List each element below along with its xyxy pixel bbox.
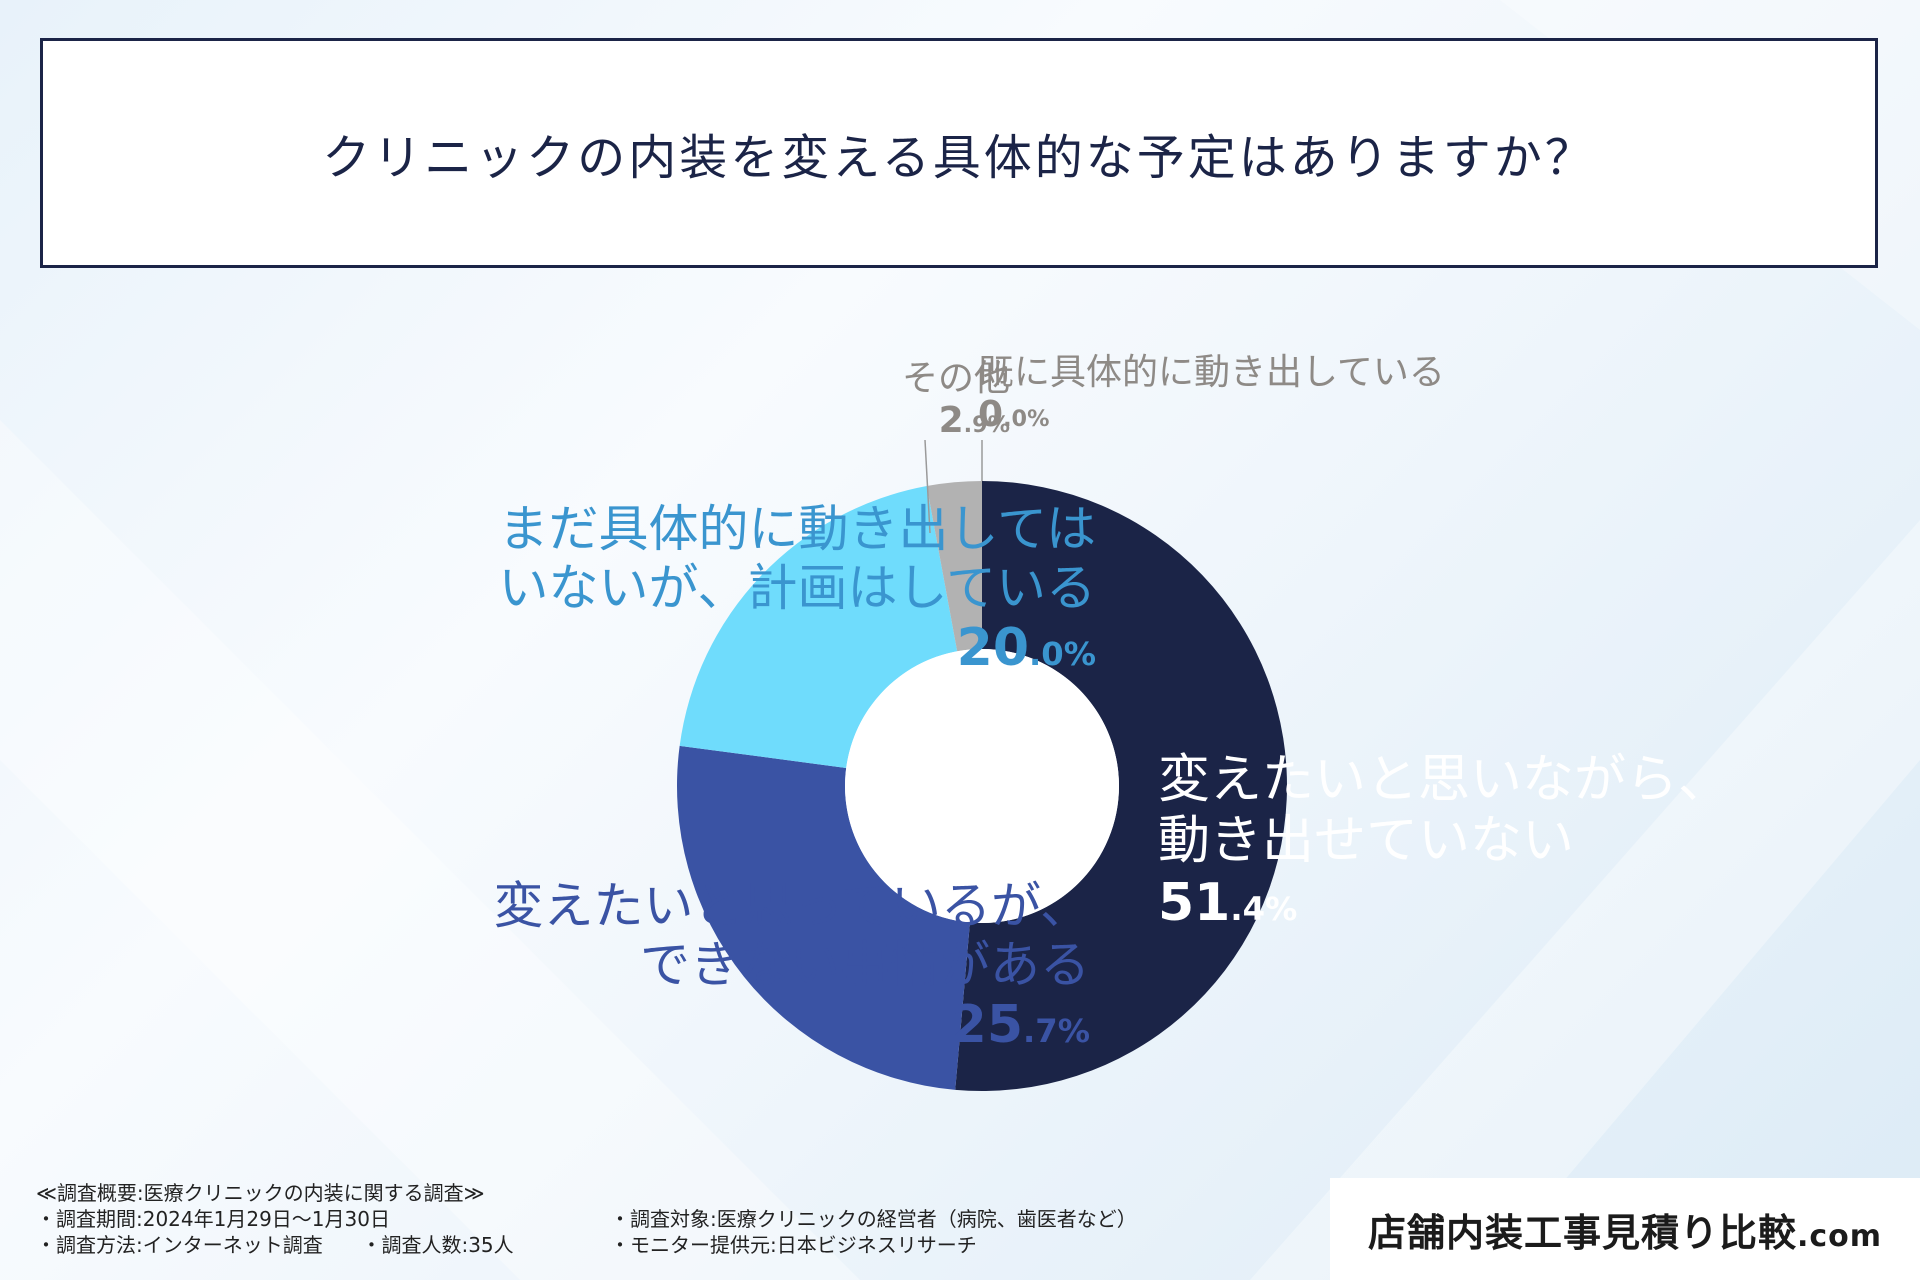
slice-percentage-decimal: .9% xyxy=(963,412,1010,439)
slice-label-text: 変えたいと思いながら、 xyxy=(1158,750,1731,810)
slice-label-3: その他 2.9% xyxy=(902,358,1010,443)
slice-label-text: まだ具体的に動き出しては xyxy=(498,500,1097,558)
footer-heading: ≪調査概要:医療クリニックの内装に関する調査≫ xyxy=(36,1181,485,1205)
brand-domain: .com xyxy=(1796,1218,1883,1254)
slice-percentage-integer: 51 xyxy=(1158,872,1231,933)
footer-period: ・調査期間:2024年1月29日～1月30日 xyxy=(36,1207,390,1231)
footer-method: ・調査方法:インターネット調査 xyxy=(36,1233,323,1257)
slice-label-text: その他 xyxy=(901,358,1010,399)
slice-percentage: 51.4% xyxy=(1158,873,1730,934)
slice-label-1: 変えたいと思っているが、 できない事情がある 25.7% xyxy=(494,877,1091,1056)
slice-label-4: 既に具体的に動き出している 0.0% xyxy=(978,352,1445,437)
donut-slice-3 xyxy=(926,481,982,652)
slice-label-text: 動き出せていない xyxy=(1158,811,1575,872)
leader-line-0 xyxy=(924,439,931,534)
slice-percentage: 20.0% xyxy=(499,618,1096,679)
slice-percentage-decimal: .7% xyxy=(1023,1012,1090,1050)
slice-percentage: 0.0% xyxy=(978,394,1445,436)
slice-label-text: 既に具体的に動き出している xyxy=(978,352,1445,393)
slice-label-text: できない事情がある xyxy=(640,936,1090,994)
footer-provider: ・モニター提供元:日本ビジネスリサーチ xyxy=(610,1233,977,1257)
donut-slice-0 xyxy=(955,481,1287,1091)
slice-percentage-integer: 0 xyxy=(978,394,1004,436)
chart-title: クリニックの内装を変える具体的な予定はありますか？ xyxy=(322,130,1596,186)
brand-main: 店舗内装工事見積り比較 xyxy=(1367,1210,1797,1255)
slice-percentage-decimal: .0% xyxy=(1003,406,1050,433)
footer-count: ・調査人数:35人 xyxy=(361,1233,514,1257)
slice-percentage-decimal: .0% xyxy=(1029,635,1096,673)
survey-footer-right: ・調査対象:医療クリニックの経営者（病院、歯医者など） ・モニター提供元:日本ビ… xyxy=(610,1206,1137,1258)
slice-label-text: いないが、計画はしている xyxy=(498,559,1097,617)
slice-percentage-integer: 20 xyxy=(956,618,1030,678)
slice-label-2: まだ具体的に動き出しては いないが、計画はしている 20.0% xyxy=(499,500,1097,679)
footer-target: ・調査対象:医療クリニックの経営者（病院、歯医者など） xyxy=(610,1207,1137,1231)
donut-hole xyxy=(845,649,1119,923)
slice-label-0: 変えたいと思いながら、 動き出せていない 51.4% xyxy=(1158,750,1730,934)
title-box: クリニックの内装を変える具体的な予定はありますか？ xyxy=(40,38,1878,268)
slice-percentage: 25.7% xyxy=(494,995,1090,1056)
footer-method-row: ・調査方法:インターネット調査 ・調査人数:35人 xyxy=(36,1232,514,1258)
slice-percentage-integer: 25 xyxy=(950,995,1024,1055)
slice-label-text: 変えたいと思っているが、 xyxy=(493,877,1091,935)
donut-slice-2 xyxy=(679,486,958,768)
slice-percentage: 2.9% xyxy=(902,400,1010,442)
slice-percentage-integer: 2 xyxy=(938,400,964,442)
brand-name: 店舗内装工事見積り比較.com xyxy=(1368,1202,1882,1257)
donut-slice-1 xyxy=(676,745,970,1090)
slice-percentage-decimal: .4% xyxy=(1230,889,1298,928)
brand-logo: 店舗内装工事見積り比較.com xyxy=(1330,1178,1920,1280)
survey-footer: ≪調査概要:医療クリニックの内装に関する調査≫ ・調査期間:2024年1月29日… xyxy=(36,1180,514,1258)
